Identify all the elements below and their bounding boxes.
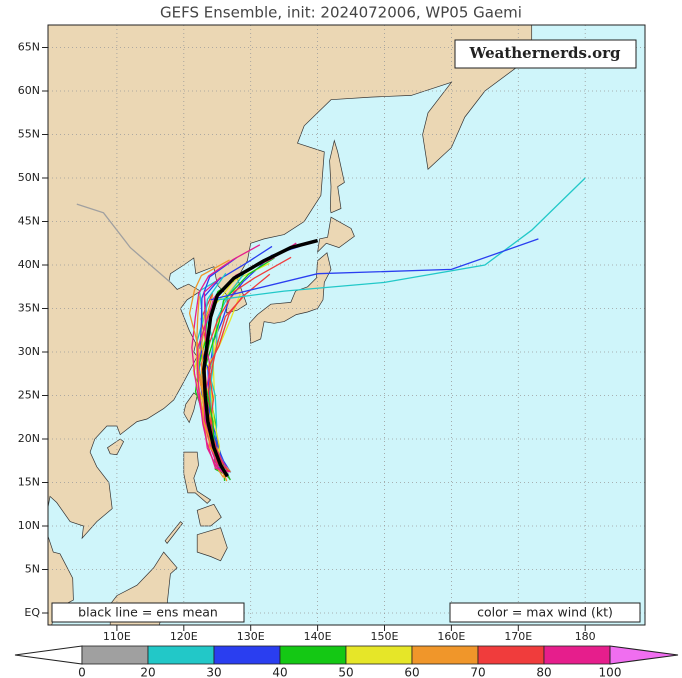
ensemble-track [210,238,539,301]
landmass [196,503,222,527]
colorbar-label: 100 [599,666,622,678]
colorbar-label: 30 [206,666,221,678]
color-note-box [449,602,641,623]
landmass [249,252,332,344]
landmass [183,392,198,424]
colorbar-bin [345,645,413,665]
landmass [329,139,345,214]
colorbar-bin [147,645,215,665]
colorbar-bin [477,645,545,665]
lat-label: 50N [18,171,40,184]
mean-track [202,238,319,478]
lat-label: 30N [18,345,40,358]
lat-label: 5N [25,563,40,576]
lon-label: 160E [437,630,465,643]
lon-label: 170E [504,630,532,643]
landmass [48,25,533,625]
lon-label: 150E [371,630,399,643]
landmass [183,451,212,504]
colorbar-label: 20 [140,666,155,678]
colorbar-label: 80 [536,666,551,678]
axis-labels: 65N 60N 55N 50N 45N 40N 35N 30N 25N 20N 15N 10N 5N EQ… [18,41,596,644]
tracks [76,177,586,482]
landmass [164,521,183,544]
lat-label: 35N [18,302,40,315]
lat-label: 40N [18,258,40,271]
lon-label: 130E [237,630,265,643]
lat-label: 25N [18,389,40,402]
lat-label: 60N [18,84,40,97]
colorbar-label: 60 [404,666,419,678]
colorbar-bin [81,645,149,665]
lon-label: 180 [575,630,596,643]
landmass [317,216,355,254]
colorbar-low [14,645,83,665]
map-frame [47,24,646,626]
colorbar-bin [411,645,479,665]
colorbar-high [609,645,679,665]
colorbar-label: 50 [338,666,353,678]
colorbar-label: 0 [78,666,86,678]
graticule [48,25,645,625]
title: GEFS Ensemble, init: 2024072006, WP05 Ga… [160,4,522,22]
colorbar-label: 40 [272,666,287,678]
lat-label: 55N [18,128,40,141]
lat-label: EQ [24,606,40,619]
watermark-box [454,39,637,69]
ensemble-track [76,203,171,283]
lon-label: 140E [304,630,332,643]
landmass [196,527,228,562]
watermark: Weathernerds.org [468,44,621,62]
land [48,25,533,625]
lat-label: 45N [18,215,40,228]
ensemble-track [191,244,261,473]
lat-label: 15N [18,476,40,489]
lat-label: 20N [18,432,40,445]
colorbar-bin [543,645,611,665]
lon-label: 120E [170,630,198,643]
colorbar-bin [279,645,347,665]
mean-note: black line = ens mean [78,605,218,620]
lon-label: 110E [103,630,131,643]
colorbar: 0 20 30 40 50 60 70 80 100 [14,645,679,678]
color-note: color = max wind (kt) [477,605,613,620]
colorbar-bin [213,645,281,665]
landmass [107,438,125,456]
colorbar-label: 70 [470,666,485,678]
lat-label: 10N [18,519,40,532]
ensemble-track [188,259,230,476]
ensemble-track [207,293,245,472]
ensemble-track [217,177,586,301]
mean-note-box [51,602,245,623]
lat-label: 65N [18,41,40,54]
